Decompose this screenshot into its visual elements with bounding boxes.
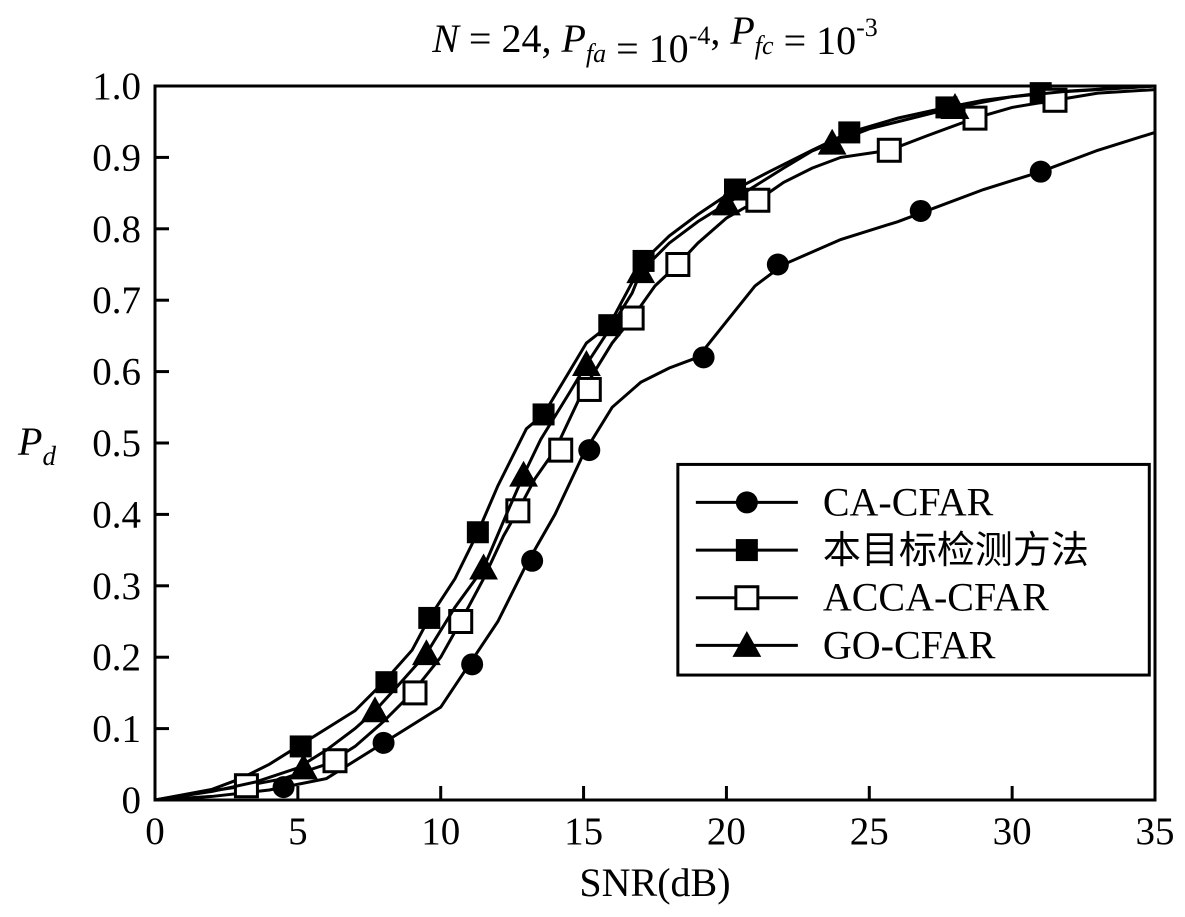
marker: [736, 491, 758, 513]
x-tick-label: 25: [850, 810, 889, 853]
y-tick-label: 0.2: [92, 636, 141, 679]
x-tick-label: 35: [1136, 810, 1175, 853]
y-tick-label: 0: [122, 779, 142, 822]
x-axis-label: SNR(dB): [579, 860, 730, 905]
x-tick-label: 20: [707, 810, 746, 853]
y-tick-label: 0.6: [92, 351, 141, 394]
y-tick-label: 0.3: [92, 565, 141, 608]
marker: [621, 307, 643, 329]
marker: [290, 735, 312, 757]
chart-container: 0 5 10 15 20 25 30 35 0 0.1 0.2 0.3 0.4 0.5 0.6 0.7 0.8 0…: [0, 0, 1185, 917]
marker: [461, 653, 483, 675]
y-tick-label: 0.5: [92, 422, 141, 465]
chart-svg: 0 5 10 15 20 25 30 35 0 0.1 0.2 0.3 0.4 0.5 0.6 0.7 0.8 0…: [0, 0, 1185, 917]
marker: [578, 439, 600, 461]
marker: [404, 682, 426, 704]
marker: [324, 750, 346, 772]
marker: [667, 254, 689, 276]
marker: [550, 439, 572, 461]
marker: [736, 539, 758, 561]
x-tick-label: 15: [564, 810, 603, 853]
marker: [578, 378, 600, 400]
legend-label: CA-CFAR: [823, 479, 994, 524]
legend-label: ACCA-CFAR: [823, 575, 1049, 620]
marker: [736, 587, 758, 609]
marker: [767, 254, 789, 276]
marker: [747, 189, 769, 211]
marker: [1030, 161, 1052, 183]
marker: [467, 521, 489, 543]
marker: [450, 611, 472, 633]
y-tick-label: 0.9: [92, 136, 141, 179]
marker: [373, 732, 395, 754]
marker: [910, 200, 932, 222]
marker: [521, 550, 543, 572]
x-tick-label: 0: [145, 810, 165, 853]
marker: [878, 139, 900, 161]
y-tick-label: 1.0: [92, 65, 141, 108]
legend-label: GO-CFAR: [823, 622, 996, 667]
marker: [693, 346, 715, 368]
y-tick-label: 0.8: [92, 208, 141, 251]
y-tick-label: 0.1: [92, 708, 141, 751]
x-tick-label: 30: [993, 810, 1032, 853]
x-tick-label: 10: [421, 810, 460, 853]
y-tick-label: 0.7: [92, 279, 141, 322]
y-tick-label: 0.4: [92, 493, 141, 536]
x-tick-label: 5: [288, 810, 308, 853]
marker: [418, 607, 440, 629]
legend-label: 本目标检测方法: [823, 530, 1089, 572]
